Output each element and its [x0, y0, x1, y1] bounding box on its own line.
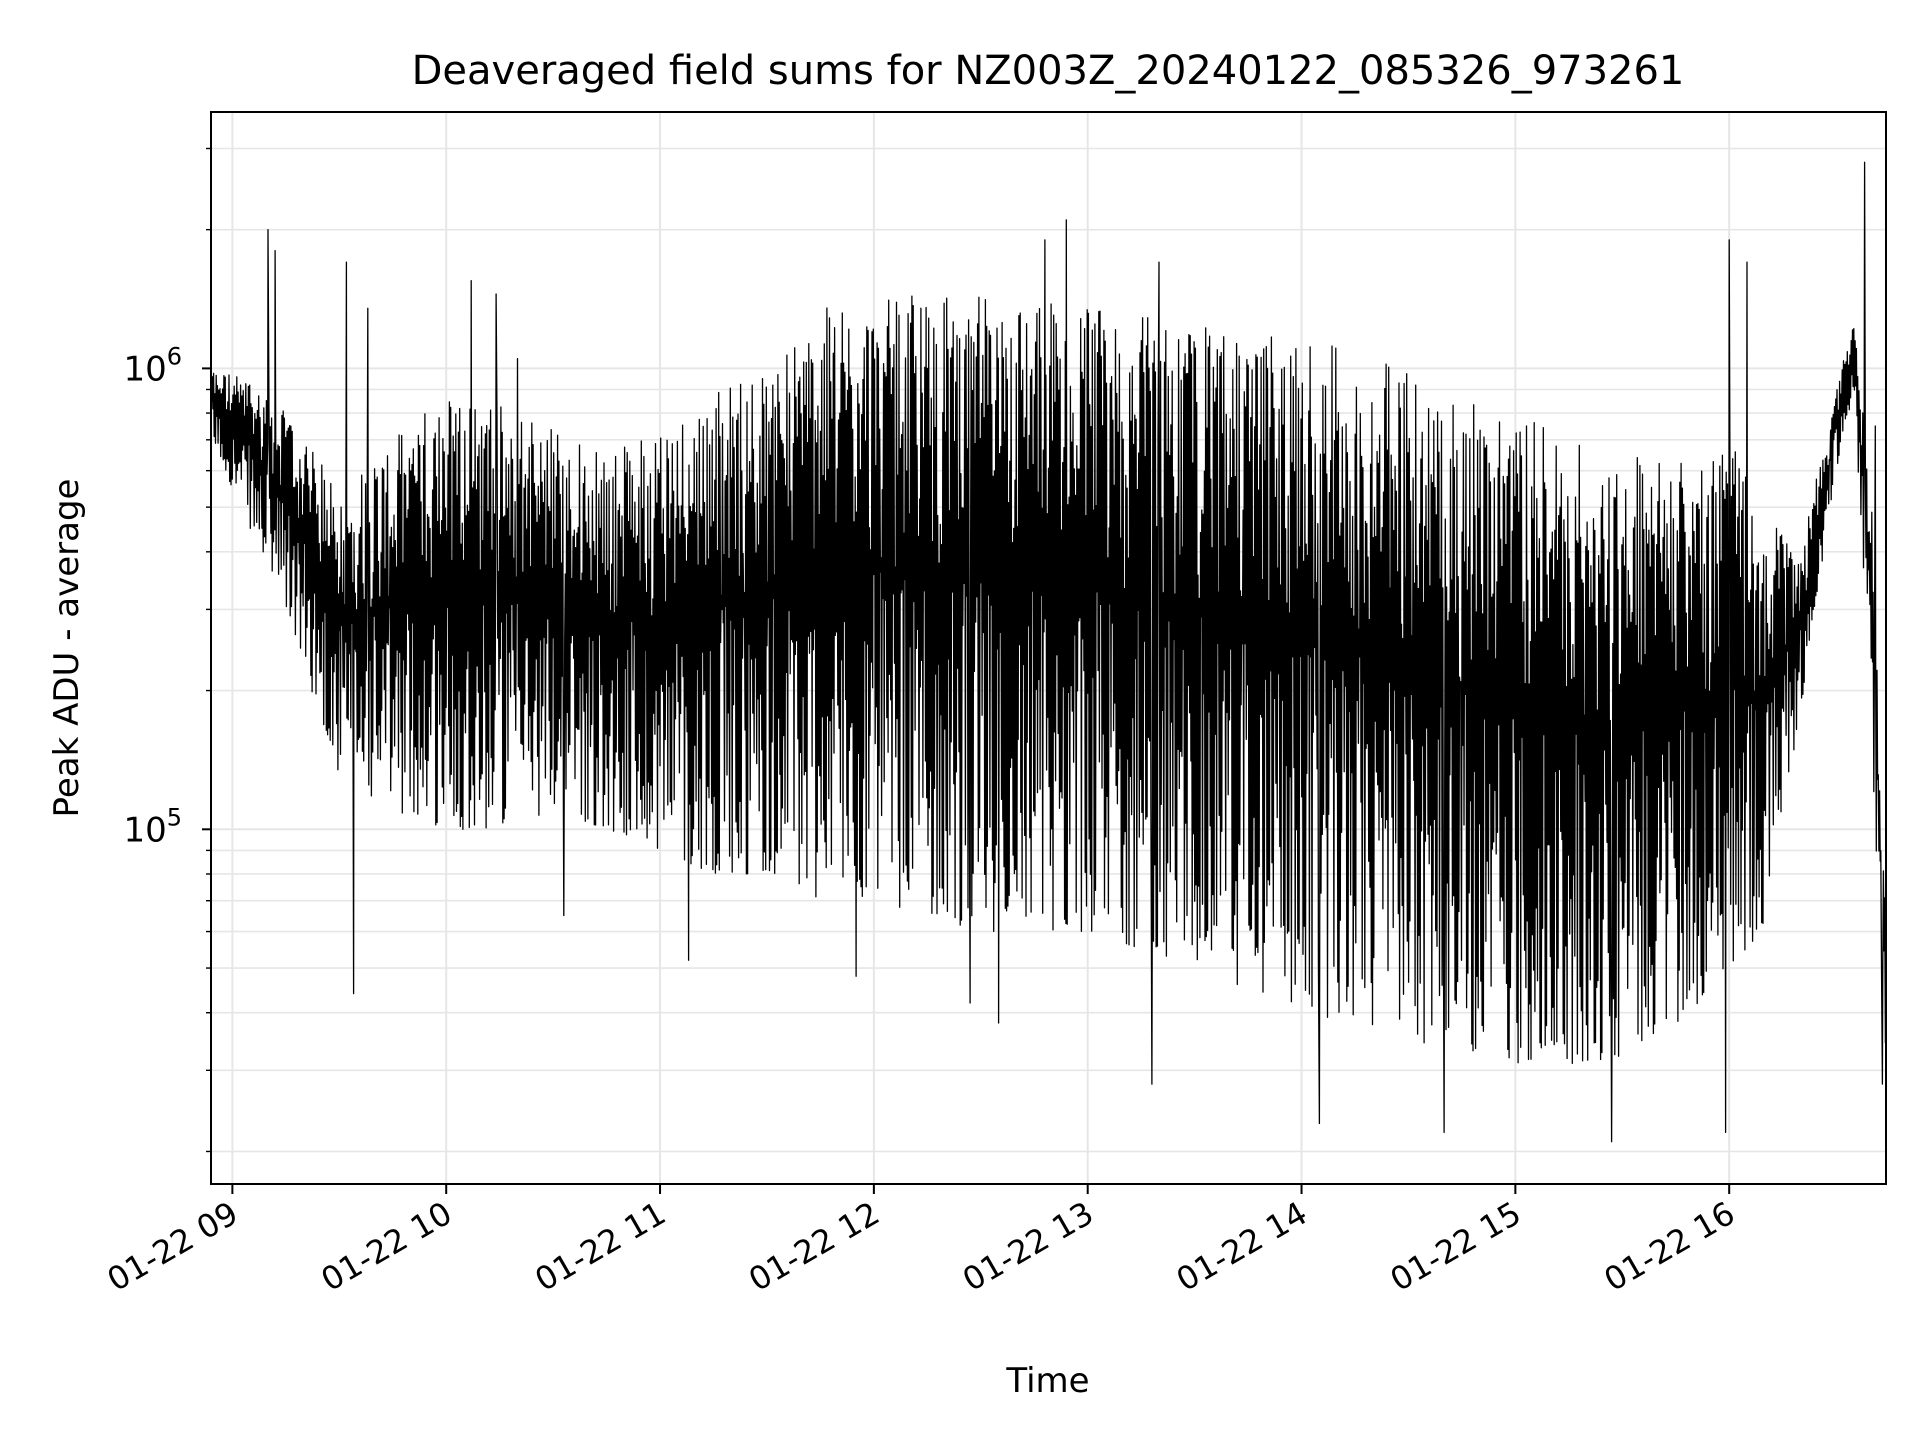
series-line [210, 161, 1887, 1143]
y-tick-label-exponent: 5 [167, 803, 182, 831]
y-tick-label: 105 [123, 803, 182, 850]
y-tick-label-base: 10 [123, 349, 166, 389]
x-axis-label: Time [1005, 1361, 1089, 1401]
y-tick-label-base: 10 [123, 810, 166, 850]
y-axis-label: Peak ADU - average [47, 479, 87, 818]
plot-area-frame [210, 111, 1887, 1185]
y-tick-label-exponent: 6 [167, 342, 182, 370]
series-layer [210, 161, 1887, 1143]
y-tick-label: 106 [123, 342, 182, 389]
chart-title: Deaveraged field sums for NZ003Z_2024012… [412, 48, 1685, 94]
